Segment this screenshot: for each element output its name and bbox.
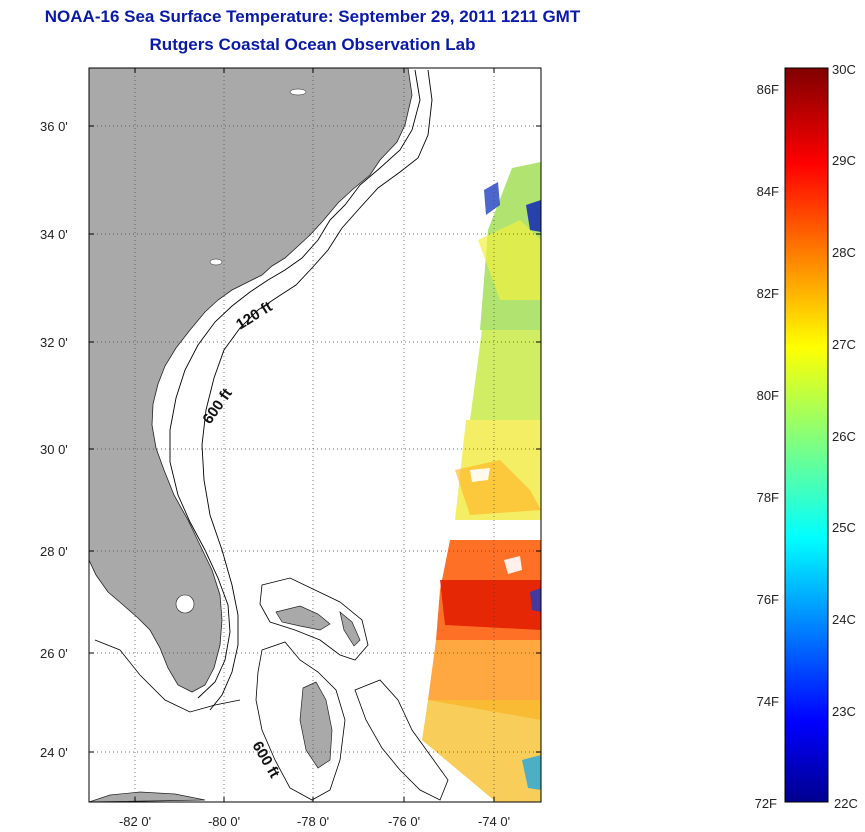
colorbar-c-label: 22C xyxy=(834,796,858,811)
lat-label: 24 0' xyxy=(40,745,68,760)
colorbar xyxy=(784,67,829,803)
colorbar-f-label: 78F xyxy=(757,490,779,505)
island-abaco xyxy=(339,611,361,647)
colorbar-c-label: 23C xyxy=(832,704,856,719)
island-cuba xyxy=(89,791,206,802)
island-andros xyxy=(299,681,333,769)
lon-label: -82 0' xyxy=(119,814,151,829)
colorbar-c-label: 29C xyxy=(832,153,856,168)
contour-exuma xyxy=(354,679,449,801)
contour-120ft xyxy=(169,69,421,699)
colorbar-c-label: 26C xyxy=(832,429,856,444)
contour-bahamas-bank-2 xyxy=(255,641,346,801)
colorbar-f-label: 76F xyxy=(757,592,779,607)
colorbar-f-label: 72F xyxy=(755,796,777,811)
colorbar-c-label: 30C xyxy=(832,62,856,77)
contour-600ft xyxy=(201,69,433,711)
colorbar-f-label: 84F xyxy=(757,184,779,199)
lat-label: 36 0' xyxy=(40,119,68,134)
map-frame xyxy=(88,67,542,803)
lat-label: 34 0' xyxy=(40,227,68,242)
colorbar-c-label: 25C xyxy=(832,520,856,535)
lon-label: -80 0' xyxy=(208,814,240,829)
colorbar-f-label: 74F xyxy=(757,694,779,709)
lake xyxy=(209,258,223,266)
lake xyxy=(175,594,195,614)
lat-label: 30 0' xyxy=(40,442,68,457)
lat-label: 26 0' xyxy=(40,646,68,661)
lat-label: 32 0' xyxy=(40,335,68,350)
chart-title: NOAA-16 Sea Surface Temperature: Septemb… xyxy=(44,7,581,26)
graticule xyxy=(89,68,541,802)
island-grand-bahama xyxy=(275,605,331,631)
colorbar-c-label: 28C xyxy=(832,245,856,260)
contour-bahamas-bank xyxy=(259,577,369,661)
lake xyxy=(289,88,307,96)
colorbar-f-label: 82F xyxy=(757,286,779,301)
chart-subtitle: Rutgers Coastal Ocean Observation Lab xyxy=(149,35,476,54)
colorbar-c-label: 24C xyxy=(832,612,856,627)
colorbar-f-label: 86F xyxy=(757,82,779,97)
contour-keys xyxy=(94,639,241,713)
lat-label: 28 0' xyxy=(40,544,68,559)
colorbar-c-label: 27C xyxy=(832,337,856,352)
lon-label: -74 0' xyxy=(478,814,510,829)
map-ticks xyxy=(89,68,541,802)
lon-label: -76 0' xyxy=(388,814,420,829)
colorbar-f-label: 80F xyxy=(757,388,779,403)
land-mass-us xyxy=(89,68,413,693)
lon-label: -78 0' xyxy=(297,814,329,829)
